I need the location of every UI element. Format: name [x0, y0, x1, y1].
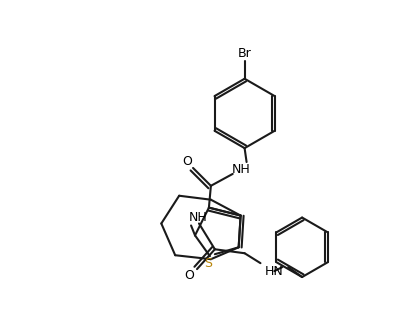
Text: HN: HN	[265, 265, 283, 277]
Text: NH: NH	[189, 211, 208, 224]
Text: O: O	[184, 269, 194, 281]
Text: O: O	[182, 154, 192, 168]
Text: Br: Br	[238, 48, 251, 60]
Text: S: S	[204, 256, 212, 270]
Text: NH: NH	[231, 163, 250, 176]
